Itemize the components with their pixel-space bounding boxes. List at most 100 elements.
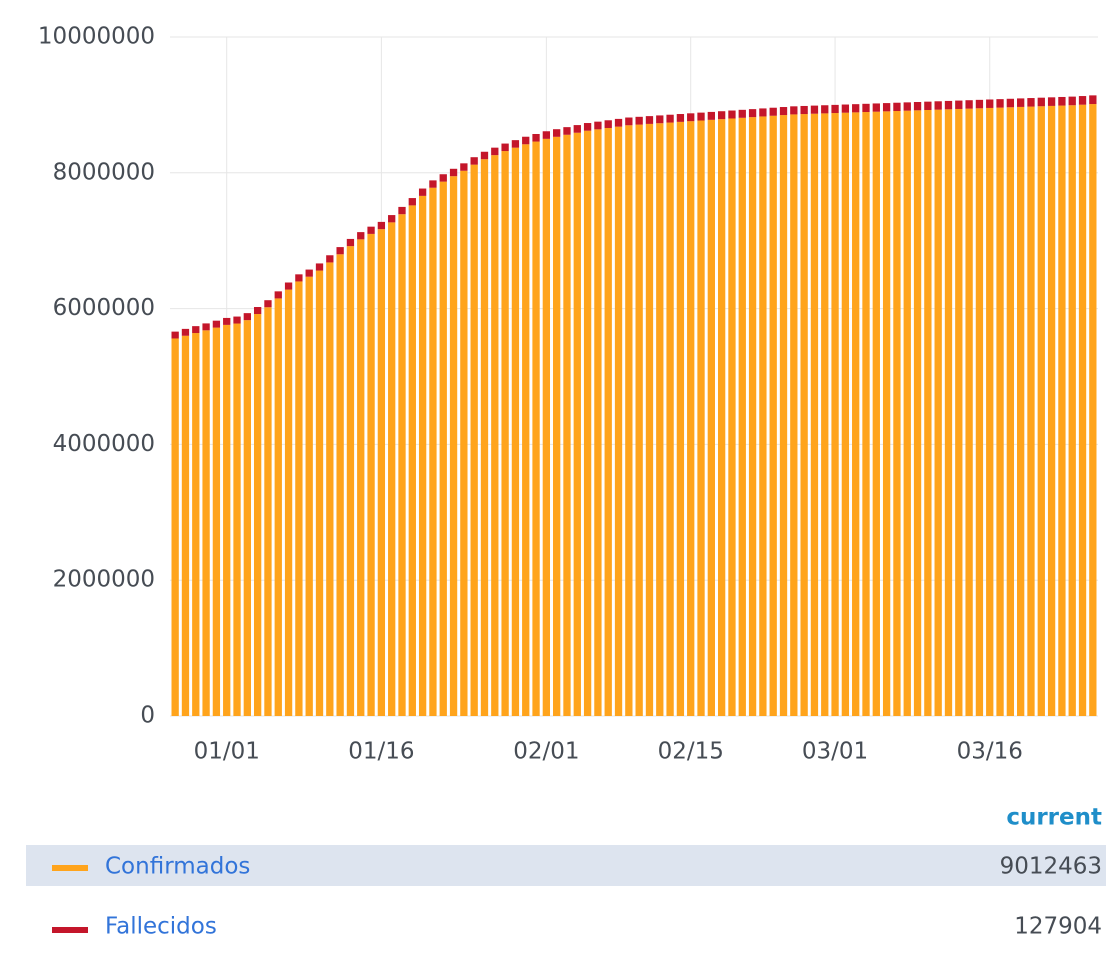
bar [1047, 97, 1056, 106]
bar [542, 138, 551, 717]
bar [594, 121, 602, 130]
bar [408, 205, 416, 716]
bar [944, 109, 953, 717]
bar [563, 134, 571, 716]
bar [315, 270, 324, 716]
bar [666, 114, 674, 123]
bar [986, 99, 994, 108]
legend-label: Fallecidos [105, 914, 217, 940]
bar [171, 331, 179, 339]
bar [223, 317, 231, 325]
x-tick-label: 03/16 [957, 739, 1023, 765]
bar [470, 164, 478, 717]
legend-current: 9012463 [1000, 854, 1102, 880]
bar [841, 112, 850, 717]
bar [656, 115, 664, 124]
bar [192, 333, 200, 716]
bar [491, 155, 499, 716]
bar [1058, 105, 1066, 717]
bar [996, 99, 1004, 108]
bar [501, 151, 509, 716]
bar [233, 323, 241, 716]
bar [800, 114, 808, 716]
bar [264, 300, 272, 308]
bar [924, 101, 932, 110]
bar [367, 226, 375, 234]
bar [1058, 96, 1066, 106]
bar [738, 117, 746, 716]
bar [429, 180, 437, 188]
bar [852, 112, 860, 716]
bar [1017, 98, 1025, 107]
bar [965, 100, 973, 109]
bar [955, 108, 963, 716]
bar [965, 108, 973, 716]
bar [676, 121, 685, 716]
bar [1006, 107, 1015, 717]
bar [687, 113, 695, 122]
bar [233, 316, 241, 324]
bar [1089, 104, 1097, 716]
bar [305, 269, 313, 277]
x-tick-label: 02/15 [658, 739, 724, 765]
bar [955, 100, 963, 109]
bar [274, 298, 282, 716]
bar [810, 113, 819, 717]
bar [872, 111, 880, 716]
legend-swatch [52, 927, 88, 933]
bar [212, 327, 221, 716]
bar [635, 116, 643, 125]
y-tick-label: 10000000 [38, 24, 155, 50]
legend-row-bg [26, 845, 1106, 886]
bar [676, 114, 685, 122]
bar [398, 214, 406, 716]
bar [1089, 95, 1097, 105]
bar [903, 102, 911, 111]
bar [790, 114, 798, 716]
x-tick-label: 01/01 [194, 739, 260, 765]
bar [944, 100, 953, 110]
bar [821, 113, 829, 716]
bar [625, 125, 633, 716]
bar [810, 105, 819, 114]
bar [707, 111, 715, 120]
bar [326, 262, 334, 716]
legend-current: 127904 [1014, 914, 1102, 940]
bar [769, 107, 777, 116]
bar [666, 122, 674, 716]
bar [604, 127, 612, 716]
bar [852, 104, 860, 113]
bar [707, 119, 715, 716]
bar [614, 126, 623, 717]
bar [583, 123, 592, 131]
bar [821, 105, 829, 114]
bar [357, 232, 365, 240]
x-tick-label: 02/01 [513, 739, 579, 765]
bar [418, 195, 427, 717]
bar [171, 338, 179, 716]
bar [800, 105, 808, 115]
bar [563, 127, 571, 135]
bar [656, 123, 664, 716]
bar [357, 239, 365, 717]
bar [831, 113, 839, 717]
bar [645, 123, 654, 717]
bar [687, 121, 695, 717]
bar [1027, 106, 1035, 716]
bar [934, 109, 942, 716]
bar [573, 132, 581, 716]
bar [501, 143, 509, 152]
bar [305, 276, 313, 716]
bar [996, 107, 1004, 717]
bar [491, 147, 499, 156]
bar [717, 119, 726, 716]
bar [418, 188, 427, 196]
bar [769, 115, 777, 717]
bar [377, 221, 386, 230]
bar [274, 291, 282, 299]
bar [192, 326, 200, 334]
bar [284, 282, 293, 290]
bar [831, 104, 839, 114]
bar [625, 117, 633, 126]
